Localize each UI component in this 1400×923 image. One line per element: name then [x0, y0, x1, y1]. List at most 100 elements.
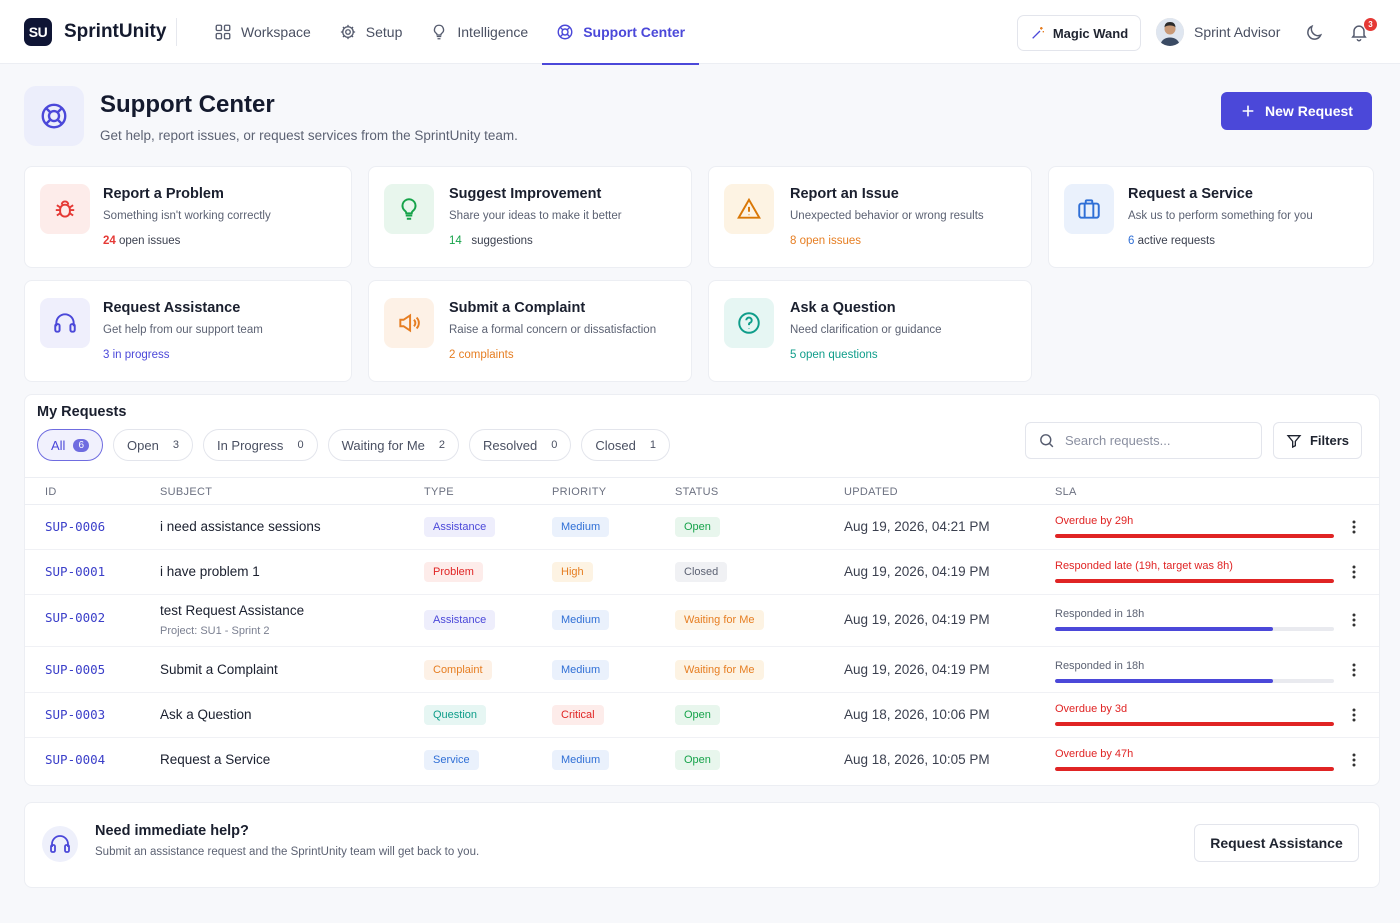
updated-time: Aug 19, 2026, 04:21 PM [844, 519, 990, 534]
request-id[interactable]: SUP-0003 [45, 707, 106, 722]
col-priority[interactable]: PRIORITY [552, 486, 607, 498]
card-description: Unexpected behavior or wrong results [790, 210, 984, 222]
search-icon [1040, 434, 1054, 448]
card-stat-count: 2 [449, 349, 456, 361]
more-icon[interactable] [1347, 662, 1361, 678]
sla-text: Overdue by 47h [1055, 748, 1134, 760]
tab-closed[interactable]: Closed 1 [581, 429, 670, 461]
table-row[interactable]: SUP-0004 Request a Service Service Mediu… [25, 738, 1379, 783]
col-type[interactable]: TYPE [424, 486, 454, 498]
card-stat-label: open issues [799, 235, 861, 247]
request-subject[interactable]: i need assistance sessions [160, 519, 321, 534]
sla-bar [1055, 534, 1334, 538]
more-icon[interactable] [1347, 612, 1361, 628]
nav-divider [176, 18, 177, 46]
page-icon [24, 86, 84, 146]
col-sla[interactable]: SLA [1055, 486, 1077, 498]
tab-open[interactable]: Open 3 [113, 429, 193, 461]
card-stat: 8 open issues [790, 235, 861, 247]
priority-badge: Critical [552, 705, 604, 725]
card-stat-label: open issues [119, 235, 181, 247]
type-badge: Problem [424, 562, 483, 582]
user-menu[interactable]: Sprint Advisor [1156, 18, 1280, 46]
col-updated[interactable]: UPDATED [844, 486, 898, 498]
nav-support-center[interactable]: Support Center [542, 0, 699, 65]
more-icon[interactable] [1347, 752, 1361, 768]
bell-icon[interactable] [1349, 22, 1369, 42]
request-subject[interactable]: Submit a Complaint [160, 662, 278, 677]
table-row[interactable]: SUP-0003 Ask a Question Question Critica… [25, 693, 1379, 738]
card-title: Suggest Improvement [449, 186, 602, 202]
request-id[interactable]: SUP-0004 [45, 752, 106, 767]
request-id[interactable]: SUP-0005 [45, 662, 106, 677]
request-id[interactable]: SUP-0006 [45, 519, 106, 534]
tab-count: 2 [438, 439, 446, 451]
filters-button[interactable]: Filters [1273, 422, 1362, 459]
question-icon [738, 312, 760, 334]
sla-bar [1055, 579, 1334, 583]
nav-intelligence-label: Intelligence [457, 24, 529, 40]
card-icon-box [384, 298, 434, 348]
table-row[interactable]: SUP-0002 test Request Assistance Project… [25, 595, 1379, 647]
gear-icon [340, 24, 355, 40]
sla-bar-fill [1055, 627, 1273, 631]
tab-resolved[interactable]: Resolved 0 [469, 429, 572, 461]
status-badge: Waiting for Me [675, 610, 764, 630]
request-subject[interactable]: Ask a Question [160, 707, 252, 722]
card-stat-count: 8 [790, 235, 797, 247]
category-card-request-service[interactable]: Request a Service Ask us to perform some… [1048, 166, 1374, 268]
card-description: Share your ideas to make it better [449, 210, 622, 222]
nav-workspace-label: Workspace [241, 24, 311, 40]
category-card-report-issue[interactable]: Report an Issue Unexpected behavior or w… [708, 166, 1032, 268]
request-subject[interactable]: test Request Assistance [160, 603, 305, 618]
nav-workspace[interactable]: Workspace [200, 0, 325, 64]
category-card-ask-question[interactable]: Ask a Question Need clarification or gui… [708, 280, 1032, 382]
card-stat: 5 open questions [790, 349, 878, 361]
request-id[interactable]: SUP-0002 [45, 610, 106, 625]
tab-waiting-for-me[interactable]: Waiting for Me 2 [327, 429, 460, 461]
card-stat-count: 3 [103, 349, 110, 361]
request-assistance-button[interactable]: Request Assistance [1194, 824, 1359, 862]
sla-bar-fill [1055, 579, 1334, 583]
page-subtitle: Get help, report issues, or request serv… [100, 128, 518, 143]
table-row[interactable]: SUP-0005 Submit a Complaint Complaint Me… [25, 647, 1379, 693]
col-status[interactable]: STATUS [675, 486, 719, 498]
request-subject[interactable]: i have problem 1 [160, 564, 260, 579]
new-request-button[interactable]: New Request [1221, 92, 1372, 130]
search-input[interactable]: Search requests... [1025, 422, 1262, 459]
category-card-suggest-improvement[interactable]: Suggest Improvement Share your ideas to … [368, 166, 692, 268]
more-icon[interactable] [1347, 707, 1361, 723]
category-card-submit-complaint[interactable]: Submit a Complaint Raise a formal concer… [368, 280, 692, 382]
user-name: Sprint Advisor [1194, 24, 1281, 40]
updated-time: Aug 19, 2026, 04:19 PM [844, 612, 990, 627]
category-card-report-problem[interactable]: Report a Problem Something isn't working… [24, 166, 352, 268]
magic-wand-button[interactable]: Magic Wand [1017, 15, 1141, 51]
status-badge: Open [675, 705, 720, 725]
moon-icon[interactable] [1304, 23, 1324, 43]
table-row[interactable]: SUP-0001 i have problem 1 Problem High C… [25, 550, 1379, 595]
warning-icon [737, 197, 761, 219]
app-logo[interactable]: SU SprintUnity [24, 18, 166, 46]
card-stat: 3 in progress [103, 349, 170, 361]
request-subject[interactable]: Request a Service [160, 752, 271, 767]
card-description: Raise a formal concern or dissatisfactio… [449, 324, 657, 336]
col-id[interactable]: ID [45, 486, 57, 498]
grid-icon [215, 24, 231, 40]
tab-label: Waiting for Me [341, 437, 425, 453]
nav-intelligence[interactable]: Intelligence [416, 0, 542, 64]
table-header: ID SUBJECT TYPE PRIORITY STATUS UPDATED … [25, 477, 1379, 505]
tab-all[interactable]: All 6 [37, 429, 104, 461]
card-stat: 2 complaints [449, 349, 514, 361]
updated-time: Aug 19, 2026, 04:19 PM [844, 564, 990, 579]
more-icon[interactable] [1347, 519, 1361, 535]
nav-setup[interactable]: Setup [325, 0, 417, 64]
card-icon-box [724, 184, 774, 234]
tab-in-progress[interactable]: In Progress 0 [202, 429, 318, 461]
request-id[interactable]: SUP-0001 [45, 564, 106, 579]
col-subject[interactable]: SUBJECT [160, 486, 213, 498]
more-icon[interactable] [1347, 564, 1361, 580]
tab-label: Open [127, 437, 159, 453]
category-card-request-assistance[interactable]: Request Assistance Get help from our sup… [24, 280, 352, 382]
table-row[interactable]: SUP-0006 i need assistance sessions Assi… [25, 505, 1379, 550]
type-badge: Question [424, 705, 487, 725]
